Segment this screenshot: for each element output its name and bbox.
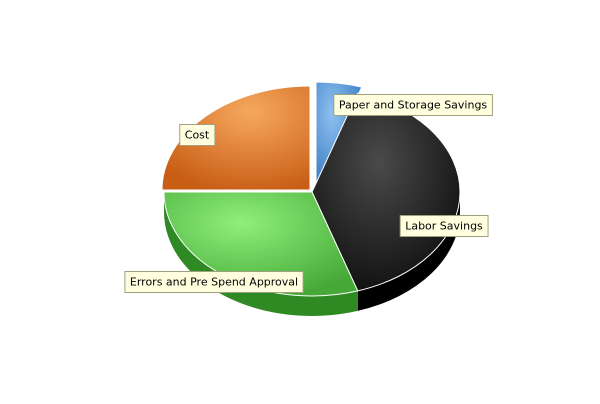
slice-label: Paper and Storage Savings	[333, 94, 493, 116]
pie-slice-side	[357, 192, 460, 311]
pie-labels: Paper and Storage Savings Labor Savings Er…	[124, 94, 493, 293]
slice-label-text: Errors and Pre Spend Approval	[130, 276, 298, 289]
slice-label-text: Paper and Storage Savings	[339, 99, 488, 112]
slice-label: Labor Savings	[399, 215, 489, 237]
slice-label-text: Labor Savings	[405, 220, 483, 233]
slice-label: Cost	[179, 124, 216, 146]
slice-label-text: Cost	[185, 129, 210, 142]
slice-label-box	[399, 215, 489, 237]
slice-label-box	[124, 271, 304, 293]
pie-slice	[161, 85, 311, 191]
slice-label-box	[179, 124, 216, 146]
slice-label: Errors and Pre Spend Approval	[124, 271, 304, 293]
slice-label-box	[333, 94, 493, 116]
